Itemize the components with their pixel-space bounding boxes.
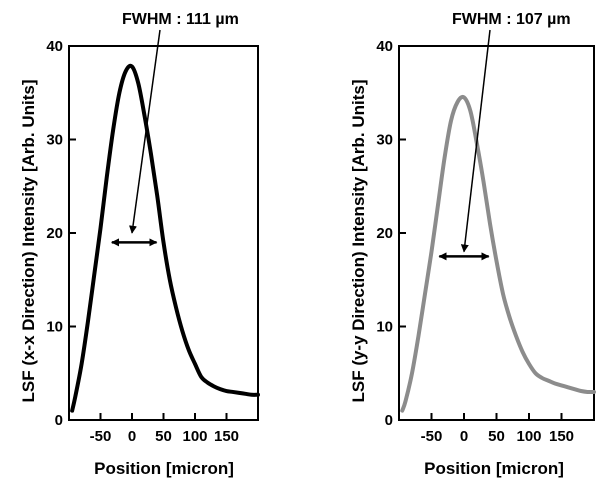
x-tick-label: 50	[155, 428, 172, 445]
plot-area: 0 10 20 30 40 -50 0 50 100 150	[46, 29, 260, 445]
y-tick-label: 10	[46, 319, 63, 336]
fwhm-label: FWHM : 107 µm	[452, 11, 571, 28]
y-tick-label: 20	[376, 225, 393, 242]
fwhm-pointer-arrow	[460, 29, 491, 253]
fwhm-pointer-arrow	[129, 29, 161, 234]
x-tick-label: 150	[214, 428, 239, 445]
y-tick-label: 0	[55, 412, 63, 429]
x-tick-label: 100	[516, 428, 541, 445]
y-tick-label: 30	[376, 132, 393, 149]
x-tick-label: -50	[421, 428, 443, 445]
x-tick-label: 150	[549, 428, 574, 445]
y-tick-label: 30	[46, 132, 63, 149]
chart-panel-y: LSF (y-y Direction) Intensity [Arb. Unit…	[349, 11, 596, 478]
y-axis-label: LSF (x-x Direction) Intensity [Arb. Unit…	[19, 79, 38, 402]
y-tick-label: 0	[385, 412, 393, 429]
y-tick-label: 10	[376, 319, 393, 336]
series-line	[70, 63, 260, 413]
fwhm-label: FWHM : 111 µm	[122, 11, 239, 28]
plot-frame	[398, 45, 595, 421]
x-tick-label: 0	[460, 428, 468, 445]
x-tick-label: 0	[128, 428, 136, 445]
chart-panel-x: LSF (x-x Direction) Intensity [Arb. Unit…	[19, 11, 260, 478]
y-tick-label: 20	[46, 225, 63, 242]
x-axis-label: Position [micron]	[94, 459, 234, 478]
series-line	[400, 94, 596, 413]
y-axis-label: LSF (y-y Direction) Intensity [Arb. Unit…	[349, 79, 368, 402]
x-tick-label: -50	[90, 428, 112, 445]
x-tick-label: 50	[488, 428, 505, 445]
x-axis-label: Position [micron]	[424, 459, 564, 478]
x-tick-label: 100	[182, 428, 207, 445]
y-tick-label: 40	[46, 38, 63, 55]
plot-area: 0 10 20 30 40 -50 0 50 100 150	[376, 29, 596, 445]
y-tick-label: 40	[376, 38, 393, 55]
